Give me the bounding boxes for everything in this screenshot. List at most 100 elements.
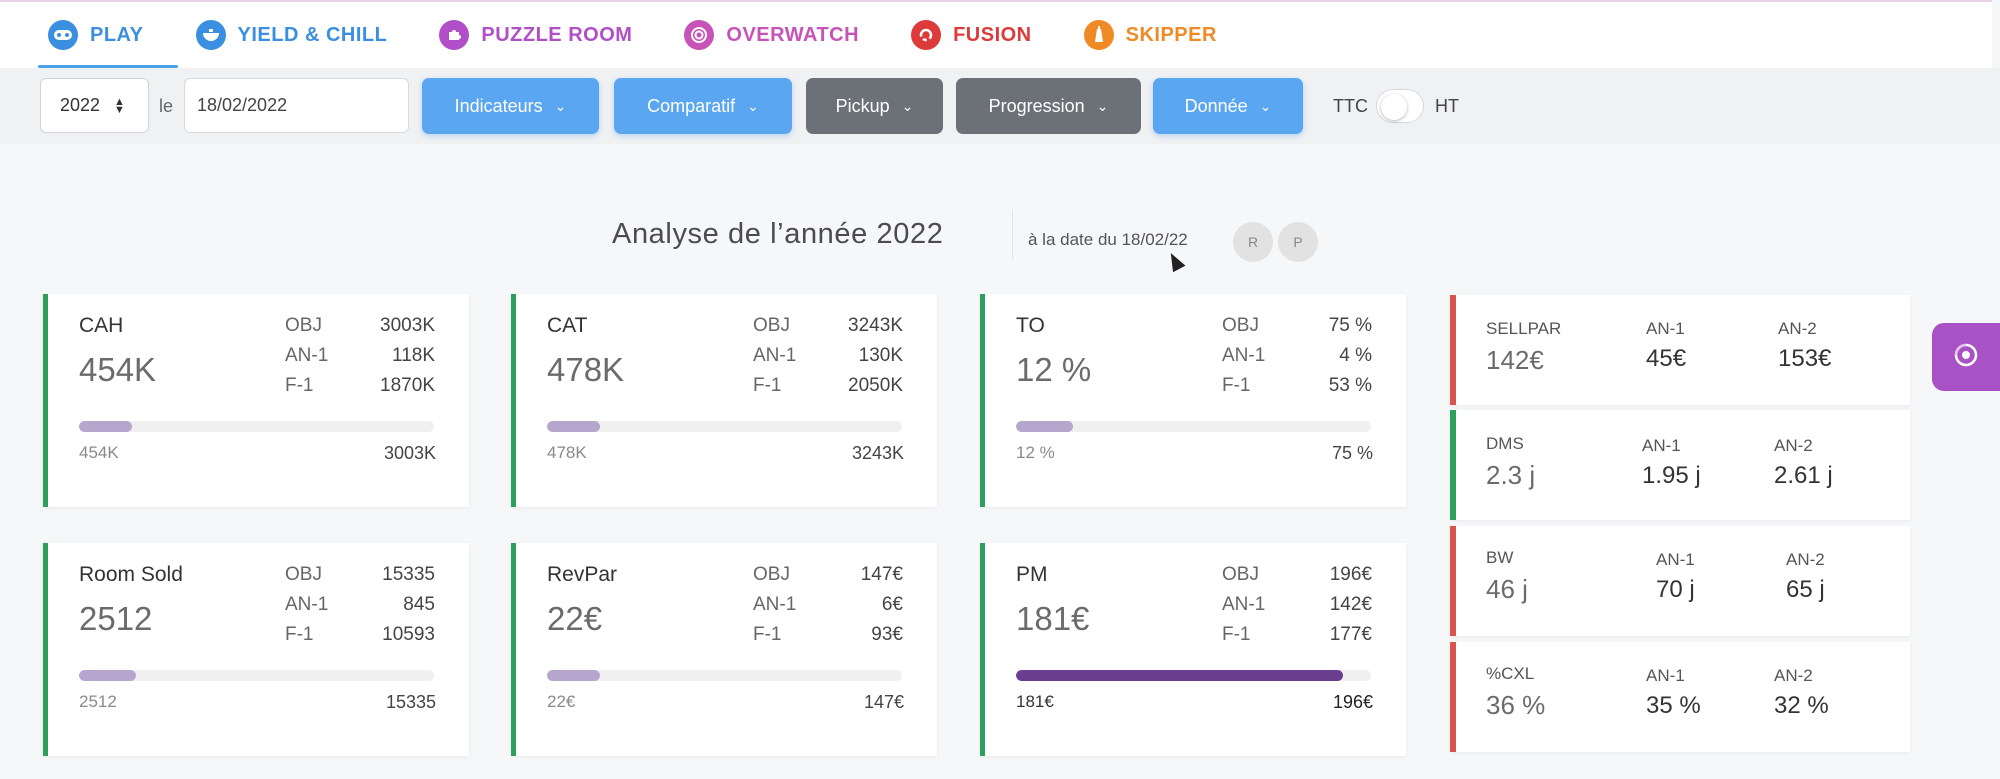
year-select[interactable]: 2022 ▲ ▼ [40, 78, 149, 133]
support-button[interactable] [1932, 323, 2000, 391]
progress-current: 181€ [1016, 692, 1054, 711]
filter-toolbar: 2022 ▲▼ le Indicateurs ⌄ Comparatif ⌄ Pick… [0, 68, 2000, 144]
row-value: 845 [403, 594, 435, 615]
tab-yield-chill[interactable]: YIELD & CHILL [195, 2, 388, 68]
row-value: 118K [392, 345, 435, 366]
kpi-name: CAH [79, 314, 124, 337]
row-key: F-1 [285, 375, 314, 396]
kpi-value: 22€ [547, 600, 603, 637]
progression-dropdown[interactable]: Progression ⌄ [956, 78, 1141, 134]
row-key: F-1 [1222, 375, 1251, 396]
row-value: 4 % [1339, 345, 1372, 366]
tab-skipper[interactable]: SKIPPER [1083, 2, 1217, 68]
dropdown-label: Progression [988, 95, 1085, 116]
tab-label: OVERWATCH [726, 23, 860, 46]
kpi-name: Room Sold [79, 563, 183, 586]
progress-bar [547, 670, 902, 681]
an1-value: 35 % [1646, 692, 1701, 719]
dropdown-label: Comparatif [647, 95, 736, 116]
stat-value: 2.3 j [1486, 460, 1536, 490]
an2-value: 153€ [1778, 345, 1832, 372]
spiral-icon [684, 20, 715, 50]
lighthouse-icon [1083, 20, 1114, 50]
kpi-card-cat: CAT 478K OBJ 3243K AN-1 130K F-1 2050K 478K… [511, 294, 937, 507]
support-icon [1951, 340, 1981, 375]
row-value: 3003K [380, 315, 435, 336]
progress-bar [1016, 421, 1371, 432]
tab-fusion[interactable]: FUSION [911, 2, 1032, 68]
an2-label: AN-2 [1778, 319, 1817, 338]
chevron-down-icon: ⌄ [747, 97, 759, 114]
an1-value: 70 j [1656, 576, 1695, 603]
ttc-ht-toggle[interactable] [1376, 89, 1424, 123]
tab-overwatch[interactable]: OVERWATCH [684, 2, 859, 68]
kpi-card-revpar: RevPar 22€ OBJ 147€ AN-1 6€ F-1 93€ 22€ 147… [511, 543, 937, 756]
progress-target: 3243K [851, 443, 904, 463]
tab-play[interactable]: PLAY [38, 2, 177, 68]
row-value: 15335 [382, 564, 435, 585]
row-key: AN-1 [753, 594, 797, 615]
stat-label: SELLPAR [1486, 319, 1562, 338]
mouse-cursor-icon [1164, 249, 1186, 273]
kpi-comparisons: OBJ 75 % AN-1 4 % F-1 53 % [1222, 314, 1372, 404]
row-key: OBJ [285, 564, 322, 585]
row-value: 6€ [881, 594, 903, 615]
progress-bar [79, 421, 434, 432]
donnee-dropdown[interactable]: Donnée ⌄ [1153, 78, 1303, 134]
row-value: 3243K [848, 315, 903, 336]
kpi-name: RevPar [547, 563, 618, 586]
stat-card-sellpar: SELLPAR 142€ AN-1 45€ AN-2 153€ [1450, 295, 1910, 405]
row-value: 75 % [1328, 315, 1372, 336]
date-input[interactable] [184, 78, 409, 133]
chevron-down-icon: ⌄ [901, 97, 914, 114]
an2-label: AN-2 [1774, 436, 1813, 455]
row-value: 53 % [1328, 375, 1372, 396]
an1-label: AN-1 [1646, 666, 1685, 685]
row-key: AN-1 [1222, 594, 1266, 615]
kpi-card-pm: PM 181€ OBJ 196€ AN-1 142€ F-1 177€ 181€ 19… [980, 543, 1406, 756]
spinner-icon: ▲ ▼ [114, 95, 125, 116]
bowl-icon [195, 20, 226, 50]
row-key: OBJ [1222, 315, 1259, 336]
stat-value: 142€ [1486, 345, 1544, 375]
progress-target: 147€ [863, 692, 904, 712]
row-key: AN-1 [285, 594, 329, 615]
tab-puzzle-room[interactable]: PUZZLE ROOM [439, 2, 632, 68]
chevron-down-icon: ⌄ [1259, 97, 1272, 114]
fusion-icon [911, 20, 942, 50]
row-value: 130K [858, 345, 903, 366]
row-key: AN-1 [1222, 345, 1266, 366]
row-key: F-1 [1222, 624, 1251, 645]
tab-label: SKIPPER [1125, 23, 1217, 46]
progress-target: 3003K [383, 443, 436, 463]
stat-card-dms: DMS 2.3 j AN-1 1.95 j AN-2 2.61 j [1450, 410, 1910, 520]
stat-card-bw: BW 46 j AN-1 70 j AN-2 65 j [1450, 526, 1910, 636]
dropdown-label: Pickup [835, 95, 890, 116]
ttc-label: TTC [1333, 96, 1368, 116]
progress-current: 454K [79, 443, 119, 462]
row-value: 10593 [382, 624, 435, 645]
kpi-comparisons: OBJ 147€ AN-1 6€ F-1 93€ [753, 563, 903, 653]
progress-current: 478K [547, 443, 587, 462]
comparatif-dropdown[interactable]: Comparatif ⌄ [614, 78, 792, 134]
p-button[interactable]: P [1278, 222, 1318, 262]
row-key: OBJ [753, 315, 790, 336]
row-key: OBJ [753, 564, 790, 585]
an2-value: 2.61 j [1774, 462, 1833, 489]
row-key: OBJ [285, 315, 322, 336]
pickup-dropdown[interactable]: Pickup ⌄ [806, 78, 943, 134]
tab-label: FUSION [953, 23, 1032, 46]
divider [1012, 210, 1013, 260]
r-button[interactable]: R [1233, 222, 1273, 262]
progress-fill [547, 670, 601, 681]
indicateurs-dropdown[interactable]: Indicateurs ⌄ [422, 78, 599, 134]
row-value: 93€ [871, 624, 903, 645]
tab-label: PLAY [90, 23, 144, 46]
progress-current: 2512 [79, 692, 117, 711]
progress-target: 15335 [385, 692, 436, 712]
row-key: F-1 [753, 375, 782, 396]
puzzle-icon [439, 20, 470, 50]
progress-current: 12 % [1016, 443, 1055, 462]
chevron-down-icon: ⌄ [554, 97, 567, 114]
stat-label: %CXL [1486, 664, 1535, 683]
